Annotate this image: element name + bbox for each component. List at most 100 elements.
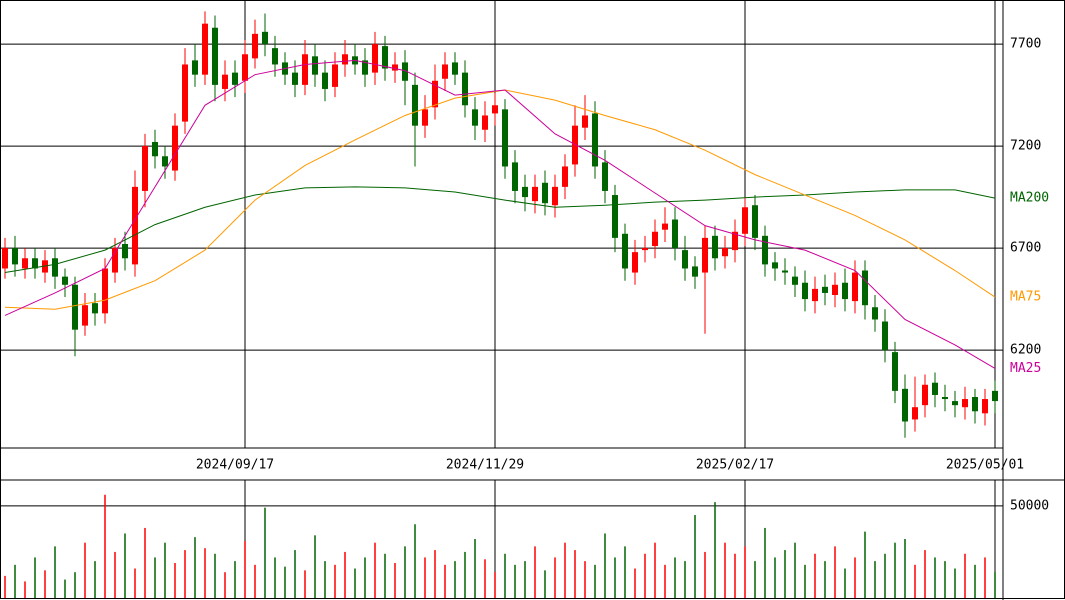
candle-body	[552, 186, 558, 206]
candle-body	[32, 258, 38, 269]
y-tick-label: 7700	[1010, 37, 1041, 52]
candle-body	[712, 235, 718, 259]
candle-body	[692, 266, 698, 277]
candle-body	[202, 23, 208, 75]
candle-body	[982, 399, 988, 414]
candle-body	[782, 270, 788, 273]
candle-body	[162, 156, 168, 167]
candle-body	[852, 272, 858, 302]
candle-body	[662, 223, 668, 230]
y-tick-label: 7200	[1010, 139, 1041, 154]
candle-body	[622, 233, 628, 269]
legend-label: MA75	[1010, 290, 1041, 305]
candle-body	[732, 231, 738, 251]
legend-label: MA200	[1010, 191, 1049, 206]
candle-body	[842, 282, 848, 300]
candle-body	[312, 56, 318, 75]
y-tick-label: 6700	[1010, 241, 1041, 256]
candle-body	[302, 54, 308, 85]
x-tick-label: 2025/02/17	[696, 458, 774, 473]
candle-body	[832, 284, 838, 295]
candle-body	[872, 307, 878, 320]
candle-body	[242, 54, 248, 81]
candle-body	[262, 31, 268, 45]
candle-body	[482, 115, 488, 130]
candle-body	[522, 186, 528, 198]
candle-body	[422, 109, 428, 126]
candle-body	[452, 62, 458, 75]
candle-body	[642, 248, 648, 251]
candle-body	[582, 115, 588, 128]
candle-body	[362, 60, 368, 75]
candle-body	[272, 48, 278, 65]
candle-body	[882, 321, 888, 351]
candle-body	[462, 72, 468, 106]
candle-body	[342, 54, 348, 65]
candle-body	[932, 382, 938, 395]
candle-body	[222, 74, 228, 89]
candle-body	[792, 276, 798, 285]
candle-body	[972, 396, 978, 412]
x-tick-label: 2025/05/01	[946, 458, 1024, 473]
candle-body	[772, 262, 778, 269]
candle-body	[722, 248, 728, 257]
candle-body	[992, 390, 998, 402]
candle-body	[212, 27, 218, 85]
candle-body	[402, 62, 408, 81]
candle-body	[602, 162, 608, 191]
candle-body	[112, 248, 118, 273]
candle-body	[232, 72, 238, 85]
candle-body	[472, 109, 478, 126]
candle-body	[252, 33, 258, 59]
candle-body	[172, 125, 178, 171]
candle-body	[672, 219, 678, 249]
candle-body	[132, 186, 138, 265]
candle-body	[912, 407, 918, 420]
candle-body	[682, 250, 688, 269]
candle-body	[532, 186, 538, 202]
candle-body	[392, 64, 398, 71]
candle-body	[922, 384, 928, 406]
candle-body	[892, 352, 898, 391]
candle-body	[802, 282, 808, 300]
candle-body	[752, 205, 758, 238]
candle-body	[192, 60, 198, 75]
y-tick-label: 6200	[1010, 343, 1041, 358]
ma-line	[4, 186, 996, 274]
y-tick-label: 50000	[1010, 498, 1049, 513]
ma-line	[4, 59, 996, 369]
candle-body	[2, 248, 8, 269]
candle-body	[762, 235, 768, 265]
candle-body	[72, 284, 78, 330]
candle-body	[292, 72, 298, 85]
candle-body	[502, 109, 508, 167]
candle-body	[122, 243, 128, 259]
candle-body	[82, 305, 88, 326]
candle-body	[562, 166, 568, 187]
candle-body	[142, 146, 148, 191]
candle-body	[652, 231, 658, 247]
candle-body	[632, 252, 638, 273]
candle-body	[92, 303, 98, 314]
candle-body	[512, 162, 518, 191]
candle-body	[12, 248, 18, 265]
candle-body	[412, 84, 418, 126]
candle-body	[542, 182, 548, 204]
candle-body	[942, 396, 948, 400]
candle-body	[902, 388, 908, 422]
x-tick-label: 2024/09/17	[196, 458, 274, 473]
candle-body	[812, 288, 818, 302]
candle-body	[372, 44, 378, 73]
candle-body	[152, 141, 158, 157]
candle-body	[962, 399, 968, 408]
candle-body	[62, 276, 68, 285]
candle-body	[102, 268, 108, 314]
candle-body	[592, 113, 598, 167]
candle-body	[182, 64, 188, 122]
candle-body	[702, 237, 708, 273]
candle-body	[492, 105, 498, 114]
candle-body	[952, 401, 958, 406]
candle-body	[332, 64, 338, 87]
